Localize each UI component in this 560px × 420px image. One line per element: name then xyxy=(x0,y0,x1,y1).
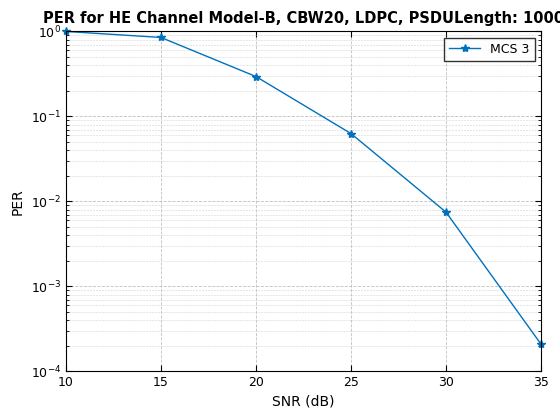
MCS 3 xyxy=(442,210,449,215)
MCS 3 xyxy=(157,35,164,40)
Y-axis label: PER: PER xyxy=(11,188,25,215)
Legend: MCS 3: MCS 3 xyxy=(444,38,535,61)
MCS 3 xyxy=(63,29,69,34)
X-axis label: SNR (dB): SNR (dB) xyxy=(272,395,335,409)
MCS 3 xyxy=(253,74,259,79)
Title: PER for HE Channel Model-B, CBW20, LDPC, PSDULength: 1000: PER for HE Channel Model-B, CBW20, LDPC,… xyxy=(43,11,560,26)
Line: MCS 3: MCS 3 xyxy=(62,27,545,348)
MCS 3 xyxy=(348,131,354,136)
MCS 3 xyxy=(538,341,544,346)
